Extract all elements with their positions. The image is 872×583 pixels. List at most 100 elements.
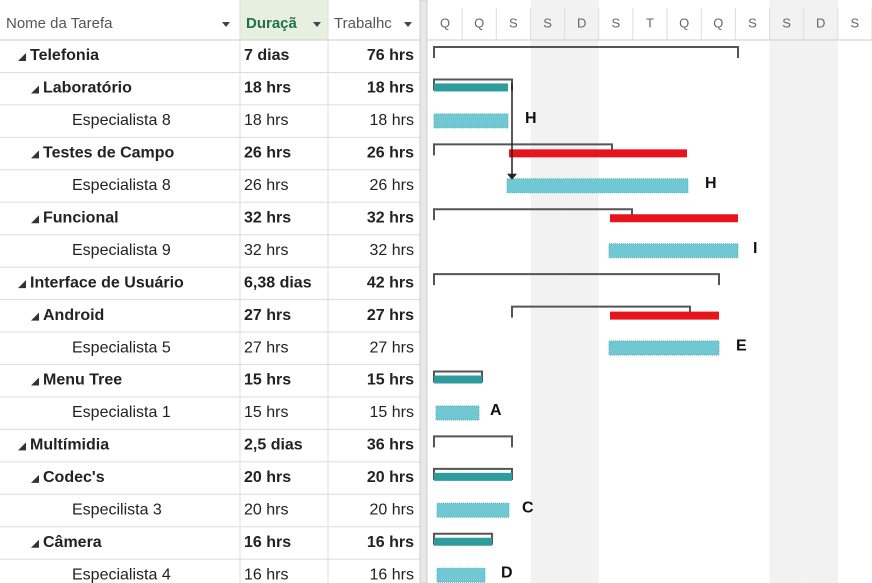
day-label: Q (474, 15, 484, 30)
column-header: Trabalhc (334, 15, 392, 32)
task-name: Testes de Campo (43, 145, 175, 162)
dropdown-arrow (404, 22, 412, 27)
work: 27 hrs (370, 339, 414, 356)
task-name: Especialista 8 (72, 112, 171, 129)
duration: 15 hrs (244, 372, 291, 389)
collapse-icon (31, 474, 39, 483)
task-name: Funcional (43, 209, 119, 226)
duration: 32 hrs (244, 242, 288, 259)
duration: 15 hrs (244, 404, 288, 421)
day-label: Q (713, 15, 723, 30)
task-name: Multímidia (30, 437, 109, 454)
work: 27 hrs (367, 307, 414, 324)
weekend-shade (564, 0, 599, 583)
column-header: Nome da Tarefa (6, 15, 113, 32)
resource-label: C (522, 500, 534, 517)
day-label: S (543, 15, 552, 30)
duration: 32 hrs (244, 209, 291, 226)
duration: 18 hrs (244, 80, 291, 97)
header-bg (0, 0, 420, 40)
duration: 16 hrs (244, 566, 288, 583)
resource-label: H (525, 110, 537, 127)
task-name: Android (43, 307, 104, 324)
duration: 6,38 dias (244, 274, 312, 291)
resource-label: D (501, 564, 513, 581)
day-label: D (577, 15, 586, 30)
summary-progress (434, 472, 512, 481)
task-name: Especialista 4 (72, 566, 171, 583)
assignment-bar (433, 113, 509, 129)
task-name: Especialista 5 (72, 339, 171, 356)
day-label: D (816, 15, 825, 30)
work: 76 hrs (367, 47, 414, 64)
day-label: S (611, 15, 620, 30)
work: 32 hrs (367, 209, 414, 226)
summary-progress (434, 83, 508, 92)
weekend-shade (769, 0, 804, 583)
critical-bar (610, 214, 738, 223)
assignment-bar (436, 502, 510, 518)
duration-header-bg (240, 0, 328, 40)
day-label: Q (440, 15, 450, 30)
collapse-icon (31, 377, 39, 386)
day-label: S (782, 15, 791, 30)
duration: 20 hrs (244, 502, 288, 519)
collapse-icon (31, 85, 39, 94)
assignment-bar (435, 405, 480, 421)
splitter (419, 0, 428, 583)
assignment-bar (436, 567, 486, 583)
task-name: Laboratório (43, 80, 132, 97)
link-arrow (507, 173, 517, 180)
collapse-icon (31, 215, 39, 224)
duration: 2,5 dias (244, 437, 303, 454)
work: 32 hrs (370, 242, 414, 259)
task-name: Especilista 3 (72, 502, 162, 519)
resource-label: E (736, 337, 747, 354)
duration: 27 hrs (244, 307, 291, 324)
task-name: Interface de Usuário (30, 274, 184, 291)
duration: 7 dias (244, 47, 289, 64)
column-header: Duraçã (246, 15, 298, 32)
day-label: S (509, 15, 518, 30)
duration: 20 hrs (244, 469, 291, 486)
summary-bar (433, 273, 720, 286)
work: 42 hrs (367, 274, 414, 291)
day-label: S (851, 15, 860, 30)
summary-bar (433, 435, 513, 448)
work: 16 hrs (367, 534, 414, 551)
resource-label: I (753, 240, 757, 257)
day-label: Q (679, 15, 689, 30)
duration: 26 hrs (244, 177, 288, 194)
resource-label: A (490, 402, 502, 419)
task-name: Especialista 8 (72, 177, 171, 194)
task-name: Menu Tree (43, 372, 122, 389)
collapse-icon (18, 280, 26, 289)
day-label: T (646, 15, 654, 30)
duration: 18 hrs (244, 112, 288, 129)
critical-bar (610, 311, 719, 320)
collapse-icon (31, 150, 39, 159)
collapse-icon (18, 53, 26, 61)
day-label: S (748, 15, 757, 30)
work: 36 hrs (367, 437, 414, 454)
weekend-shade (530, 0, 565, 583)
duration: 27 hrs (244, 339, 288, 356)
collapse-icon (31, 539, 39, 548)
work: 26 hrs (367, 145, 414, 162)
resource-label: H (705, 175, 717, 192)
work: 16 hrs (370, 566, 414, 583)
weekend-shade (803, 0, 838, 583)
task-name: Telefonia (30, 47, 99, 64)
summary-bar (433, 46, 739, 58)
critical-bar (509, 149, 687, 158)
task-name: Codec's (43, 469, 105, 486)
work: 15 hrs (367, 372, 414, 389)
task-name: Especialista 9 (72, 242, 171, 259)
work: 15 hrs (370, 404, 414, 421)
summary-progress (434, 375, 482, 384)
task-name: Especialista 1 (72, 404, 171, 421)
assignment-bar (506, 178, 689, 194)
work: 20 hrs (367, 469, 414, 486)
